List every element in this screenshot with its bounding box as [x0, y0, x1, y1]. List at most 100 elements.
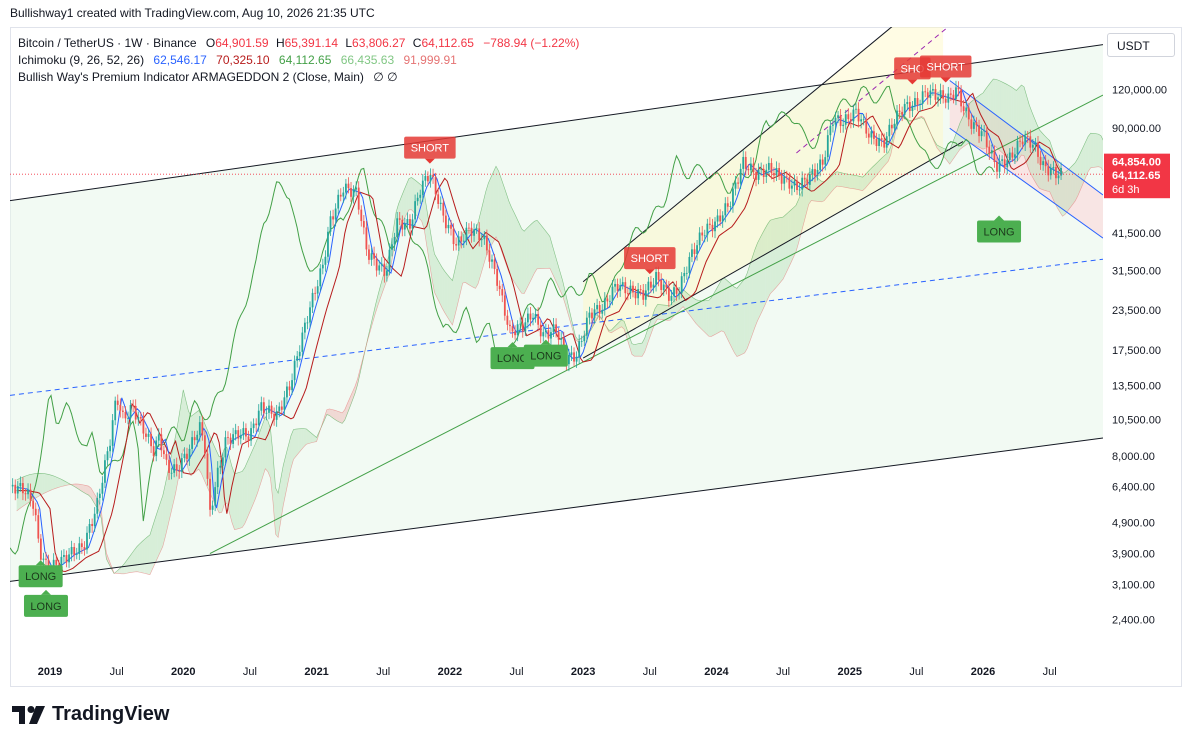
- cloud-segment: [1057, 162, 1060, 213]
- cloud-segment: [60, 478, 63, 487]
- candle-body: [337, 194, 340, 209]
- cloud-segment: [237, 472, 240, 530]
- candle-body: [591, 312, 593, 319]
- long-signal-pointer: [40, 589, 51, 595]
- cloud-segment: [657, 304, 661, 320]
- candle-body: [291, 380, 293, 391]
- cloud-segment: [862, 174, 866, 191]
- cloud-segment: [496, 166, 499, 243]
- cloud-segment: [842, 172, 845, 188]
- candle-body: [160, 434, 163, 451]
- candle-body: [952, 94, 955, 100]
- cloud-segment: [642, 338, 645, 357]
- ohlc-h-label: H: [275, 36, 285, 50]
- candle-body: [765, 169, 768, 178]
- candle-body: [275, 411, 278, 420]
- candle-body: [896, 110, 898, 124]
- symbol-name[interactable]: Bitcoin / TetherUS · 1W · Binance: [18, 36, 197, 50]
- cloud-segment: [439, 263, 443, 309]
- candle-body: [603, 298, 606, 310]
- cloud-segment: [234, 473, 238, 530]
- cloud-segment: [816, 176, 819, 202]
- candle-body: [1044, 161, 1047, 167]
- candle-body: [708, 223, 711, 225]
- candle-body: [878, 138, 880, 147]
- ichimoku-span-b-value: 91,999.91: [403, 53, 457, 67]
- cloud-segment: [301, 428, 304, 450]
- candle-body: [650, 281, 652, 288]
- candle-body: [791, 185, 793, 189]
- candle-body: [931, 89, 934, 91]
- x-axis-tick-label: Jul: [643, 666, 657, 678]
- candle-body: [360, 209, 363, 222]
- cloud-segment: [1013, 88, 1017, 163]
- cloud-segment: [403, 184, 407, 220]
- cloud-segment: [444, 271, 448, 317]
- y-axis-tick-label: 10,500.00: [1112, 414, 1161, 426]
- cloud-segment: [629, 335, 632, 355]
- candle-body: [829, 125, 832, 136]
- x-axis-tick-label: Jul: [110, 666, 124, 678]
- candle-body: [916, 98, 919, 105]
- cloud-segment: [890, 135, 894, 155]
- cloud-segment: [129, 553, 133, 573]
- candle-body: [808, 174, 811, 185]
- cloud-segment: [147, 534, 150, 575]
- candle-body: [245, 428, 247, 437]
- cloud-segment: [803, 179, 807, 224]
- candle-body: [280, 406, 283, 410]
- candle-body: [575, 356, 578, 362]
- candle-body: [1016, 140, 1019, 155]
- cloud-segment: [634, 343, 637, 357]
- candle-body: [432, 174, 434, 177]
- candle-body: [388, 249, 391, 271]
- candle-body: [524, 322, 527, 332]
- candle-body: [83, 546, 86, 550]
- cloud-segment: [531, 221, 535, 279]
- candle-body: [573, 352, 575, 362]
- candle-body: [1019, 140, 1021, 142]
- candle-body: [16, 486, 19, 494]
- candle-body: [237, 430, 240, 439]
- cloud-segment: [242, 467, 245, 528]
- cloud-segment: [57, 477, 61, 488]
- cloud-segment: [55, 476, 58, 489]
- cloud-segment: [534, 220, 538, 274]
- candle-body: [34, 508, 37, 516]
- ohlc-c-label: C: [412, 36, 422, 50]
- candle-body: [726, 203, 729, 207]
- candle-body: [452, 228, 455, 245]
- cloud-segment: [516, 217, 520, 290]
- candle-timer-label: 6d 3h: [1112, 184, 1140, 196]
- cloud-segment: [859, 176, 863, 191]
- candle-body: [806, 179, 809, 185]
- candle-body: [657, 272, 660, 280]
- cloud-segment: [132, 549, 135, 573]
- candle-body: [73, 546, 76, 555]
- candle-body: [519, 323, 522, 325]
- cloud-segment: [936, 144, 940, 151]
- candle-body: [860, 119, 863, 122]
- candle-body: [270, 405, 273, 414]
- y-axis-tick-label: 31,500.00: [1112, 265, 1161, 277]
- candle-body: [80, 543, 83, 547]
- x-axis-tick-label: 2024: [704, 666, 729, 678]
- currency-button[interactable]: USDT: [1107, 33, 1175, 57]
- candle-body: [988, 146, 991, 154]
- cloud-segment: [475, 222, 479, 289]
- candle-body: [232, 434, 235, 444]
- candle-body: [773, 173, 775, 176]
- ichimoku-label[interactable]: Ichimoku (9, 26, 52, 26): [18, 53, 145, 67]
- cloud-segment: [249, 450, 253, 512]
- cloud-segment: [401, 190, 404, 225]
- candle-body: [978, 125, 980, 137]
- indicator-label[interactable]: Bullish Way's Premium Indicator ARMAGEDD…: [18, 70, 364, 84]
- long-signal-badge: [23, 594, 68, 617]
- cloud-segment: [616, 322, 620, 330]
- candle-body: [1037, 142, 1039, 157]
- candle-body: [180, 458, 183, 472]
- candle-body: [393, 237, 396, 245]
- cloud-segment: [229, 457, 232, 523]
- candle-body: [19, 483, 22, 487]
